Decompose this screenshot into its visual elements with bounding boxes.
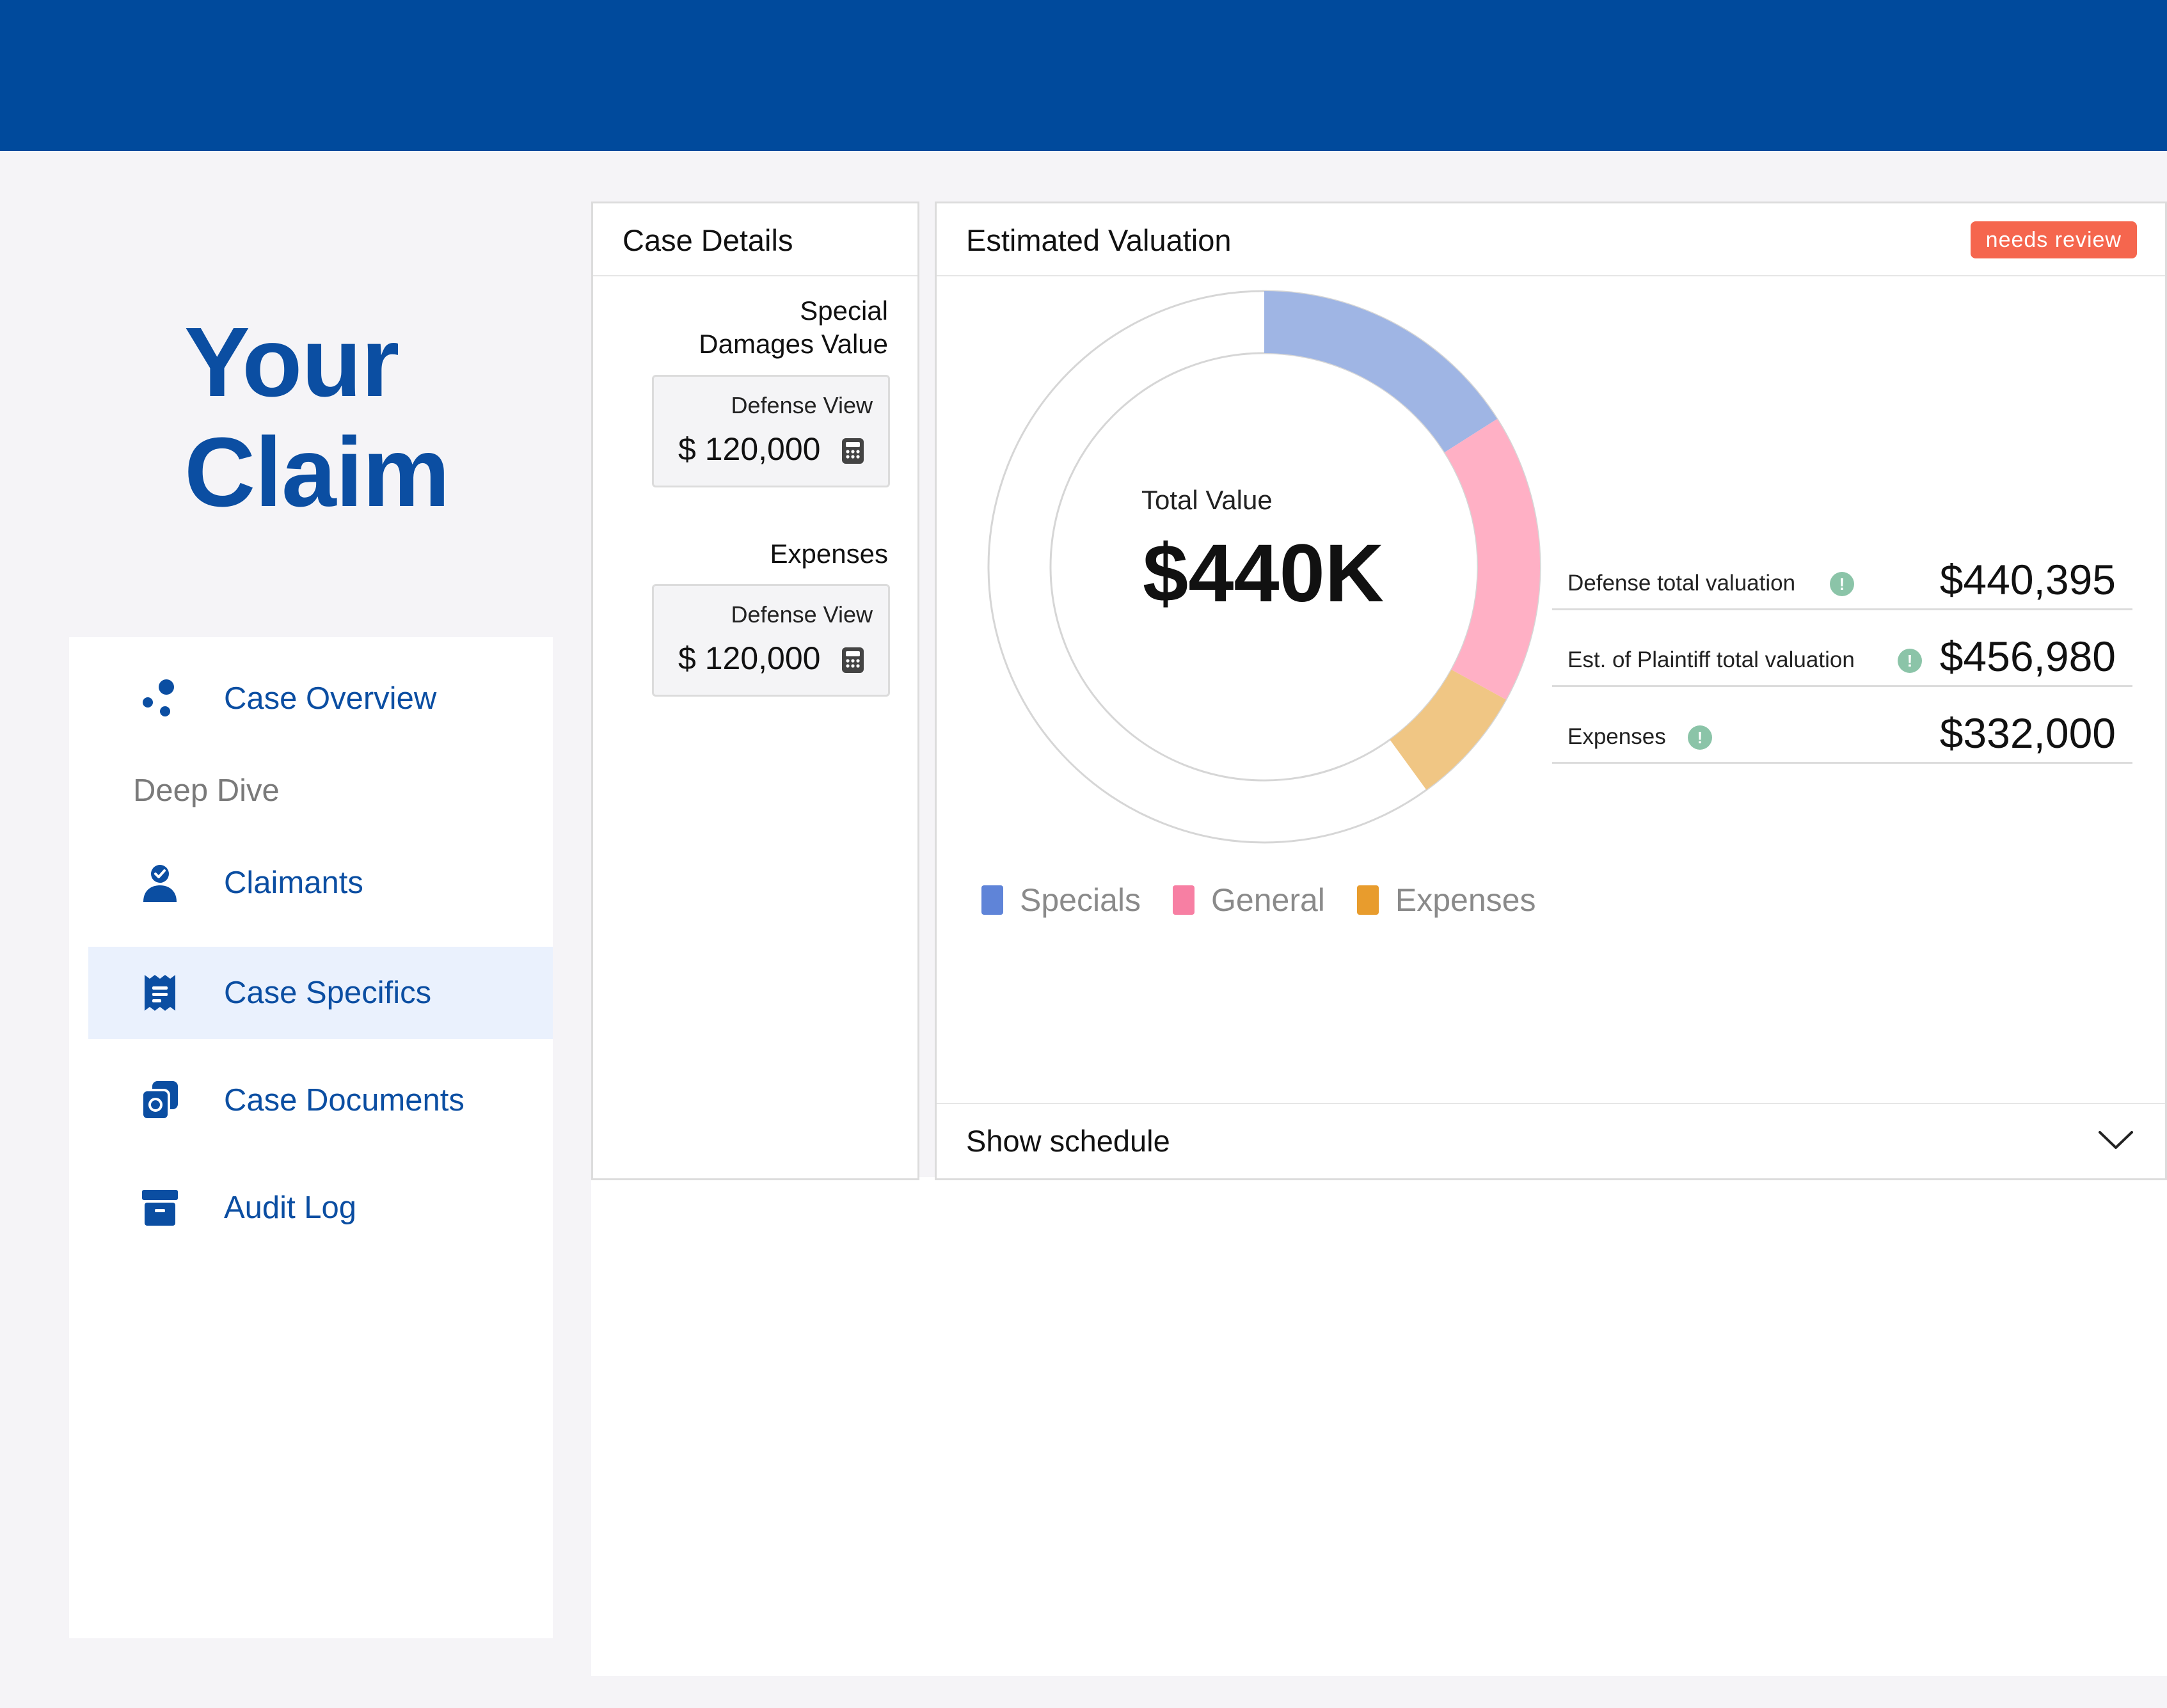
metric-label: Expenses [1568,724,1666,749]
sidebar-section-deep-dive: Deep Dive [133,773,280,808]
calculator-icon[interactable] [842,438,864,464]
metric-label: Defense total valuation [1568,571,1796,596]
needs-review-badge: needs review [1970,221,2137,258]
legend-item-general: General [1173,882,1325,919]
divider [937,275,2165,276]
expenses-value: $ 120,000 [678,640,821,676]
legend-swatch [1356,885,1379,915]
metric-row-plaintiff-total: Est. of Plaintiff total valuation $456,9… [1552,610,2132,687]
sidebar-item-case-documents[interactable]: Case Documents [88,1054,553,1146]
sidebar-item-label: Claimants [224,866,363,900]
chart-legend: Specials General Expenses [981,882,1568,919]
info-icon[interactable] [1830,572,1854,596]
page-title-line-1: Your [184,307,399,417]
divider [593,275,917,276]
metric-value: $332,000 [1939,709,2116,757]
info-icon[interactable] [1688,725,1712,750]
special-damages-label-line-1: Special [800,296,888,326]
estimated-valuation-title: Estimated Valuation [966,223,1232,257]
sidebar-item-case-specifics[interactable]: Case Specifics [88,947,553,1039]
special-damages-field[interactable]: Defense View $ 120,000 [652,375,890,487]
chevron-down-icon [2099,1131,2133,1149]
page-title-line-2: Claim [184,417,450,527]
legend-item-specials: Specials [981,882,1141,919]
metric-row-defense-total: Defense total valuation $440,395 [1552,534,2132,610]
show-schedule-label: Show schedule [966,1124,1170,1158]
case-details-panel: Case Details Special Damages Value Defen… [591,202,919,1180]
page-title: Your Claim [184,307,450,527]
info-icon[interactable] [1898,649,1922,673]
legend-item-expenses: Expenses [1356,882,1536,919]
legend-label: Expenses [1395,882,1536,918]
user-check-icon [143,865,177,902]
metric-row-expenses: Expenses $332,000 [1552,687,2132,764]
donut-slice-specials [1264,291,1497,453]
content-area [591,1177,2167,1676]
calculator-icon[interactable] [842,647,864,673]
metric-value: $440,395 [1939,556,2116,603]
receipt-icon [145,975,175,1011]
metric-label: Est. of Plaintiff total valuation [1568,647,1855,672]
expenses-field[interactable]: Defense View $ 120,000 [652,584,890,697]
special-damages-value: $ 120,000 [678,431,821,467]
legend-swatch [981,885,1003,915]
legend-swatch [1173,885,1195,915]
sidebar-item-case-overview[interactable]: Case Overview [88,652,553,745]
expenses-label: Expenses [770,539,888,569]
valuation-donut-chart [987,290,1541,844]
estimated-valuation-panel: Estimated Valuation needs review Total V… [935,202,2167,1180]
special-damages-label: Special Damages Value [699,294,888,361]
sidebar-item-label: Audit Log [224,1190,357,1225]
legend-label: Specials [1020,882,1141,918]
sidebar-item-label: Case Specifics [224,976,432,1010]
sidebar-item-label: Case Documents [224,1083,464,1118]
total-value-label: Total Value [1141,485,1273,515]
documents-icon [141,1081,178,1121]
sidebar-item-claimants[interactable]: Claimants [88,837,553,929]
expenses-caption: Defense View [731,601,873,628]
donut-slice-general [1445,419,1540,700]
top-header-bar [0,0,2167,151]
metric-value: $456,980 [1939,633,2116,680]
sidebar-item-label: Case Overview [224,681,437,716]
show-schedule-toggle[interactable]: Show schedule [937,1103,2165,1178]
dots-icon [143,679,174,716]
special-damages-label-line-2: Damages Value [699,329,888,359]
special-damages-caption: Defense View [731,392,873,418]
legend-label: General [1211,882,1325,918]
sidebar-item-audit-log[interactable]: Audit Log [88,1162,553,1254]
archive-box-icon [142,1190,178,1226]
total-value-amount: $440K [1143,528,1385,619]
donut-slice-expenses [1390,669,1506,790]
case-details-title: Case Details [623,223,793,257]
sidebar-nav: Case Overview Deep Dive Claimants Case S… [69,637,553,1638]
